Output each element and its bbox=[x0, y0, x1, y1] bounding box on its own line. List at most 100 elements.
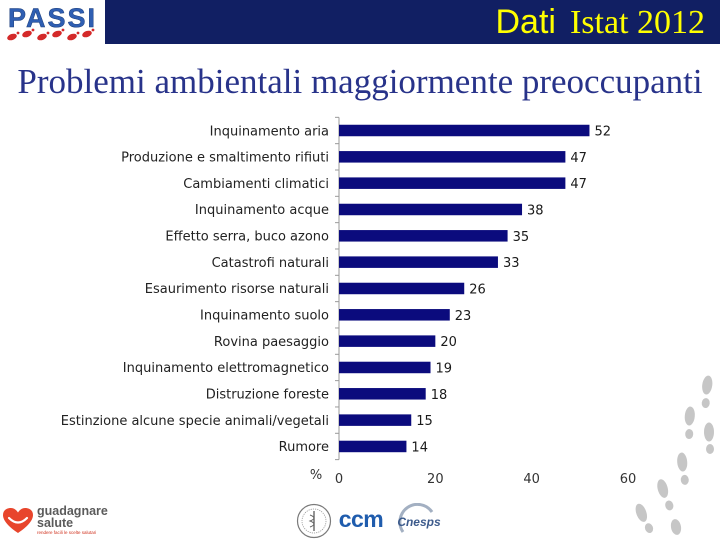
value-label-estinzione-alcune-specie-animali-vegetali: 15 bbox=[416, 414, 433, 429]
passi-toe bbox=[76, 31, 80, 35]
value-label-inquinamento-suolo: 23 bbox=[455, 309, 472, 324]
category-label-estinzione-alcune-specie-animali-vegetali: Estinzione alcune specie animali/vegetal… bbox=[61, 414, 329, 429]
passi-logo: PASSI bbox=[7, 3, 97, 41]
category-label-inquinamento-acque: Inquinamento acque bbox=[195, 203, 329, 218]
bar-catastrofi-naturali bbox=[339, 256, 498, 268]
footprint-sole bbox=[657, 479, 669, 498]
footprint-icon bbox=[684, 406, 695, 440]
guadagnare-salute-line2: salute bbox=[37, 516, 74, 530]
category-label-inquinamento-aria: Inquinamento aria bbox=[210, 124, 329, 139]
x-axis-label: % bbox=[310, 468, 322, 483]
footprint-sole bbox=[704, 422, 714, 442]
guadagnare-salute-logo: guadagnare salute rendere facili le scel… bbox=[0, 503, 125, 539]
bar-inquinamento-acque bbox=[339, 203, 523, 216]
category-label-esaurimento-risorse-naturali: Esaurimento risorse naturali bbox=[145, 282, 329, 297]
category-label-inquinamento-suolo: Inquinamento suolo bbox=[200, 309, 329, 324]
passi-toe bbox=[31, 28, 35, 32]
footprint-icon bbox=[701, 375, 713, 409]
seal-icon bbox=[296, 503, 332, 539]
bar-inquinamento-aria bbox=[339, 124, 590, 137]
footprint-heel bbox=[665, 500, 674, 511]
passi-toe bbox=[46, 31, 50, 35]
x-tick-label-20: 20 bbox=[427, 472, 444, 487]
bar-chart: Inquinamento aria 52 Produzione e smaltime… bbox=[61, 116, 637, 487]
passi-foot bbox=[37, 33, 47, 41]
bar-distruzione-foreste bbox=[339, 388, 426, 400]
footprint-icon bbox=[670, 519, 682, 535]
footprint-heel bbox=[644, 523, 654, 534]
source-label-istat-2012: Istat 2012 bbox=[569, 4, 705, 41]
ccm-logo: ccm bbox=[339, 508, 384, 532]
bar-esaurimento-risorse-naturali bbox=[339, 282, 465, 295]
value-label-inquinamento-aria: 52 bbox=[594, 125, 611, 140]
guadagnare-salute-tagline: rendere facili le scelte salutari bbox=[37, 530, 97, 535]
value-label-rumore: 14 bbox=[411, 440, 428, 455]
footprint-sole bbox=[670, 519, 682, 535]
bar-inquinamento-elettromagnetico bbox=[339, 361, 431, 374]
category-label-inquinamento-elettromagnetico: Inquinamento elettromagnetico bbox=[123, 361, 329, 376]
footprint-icon bbox=[677, 452, 689, 485]
footprint-heel bbox=[680, 474, 689, 485]
footprint-heel bbox=[706, 444, 714, 454]
category-label-distruzione-foreste: Distruzione foreste bbox=[206, 388, 329, 403]
footprint-sole bbox=[702, 375, 713, 395]
x-tick-label-40: 40 bbox=[523, 472, 540, 487]
footprint-sole bbox=[684, 406, 695, 426]
cnesps-logo-text: Cnesps bbox=[397, 515, 441, 529]
category-label-rumore: Rumore bbox=[279, 440, 329, 455]
header-band: Dati Istat 2012 bbox=[105, 0, 720, 44]
footprints-decoration bbox=[635, 375, 714, 535]
bar-rovina-paesaggio bbox=[339, 335, 436, 347]
value-label-esaurimento-risorse-naturali: 26 bbox=[469, 282, 486, 297]
value-label-rovina-paesaggio: 20 bbox=[440, 335, 457, 350]
heart-shape bbox=[3, 508, 33, 533]
passi-feet-icon bbox=[7, 28, 95, 41]
footprint-icon bbox=[704, 422, 714, 454]
seal-outer-ring bbox=[296, 503, 332, 539]
category-label-effetto-serra-buco-azono: Effetto serra, buco azono bbox=[165, 230, 329, 245]
slide-title: Problemi ambientali maggiormente preoccu… bbox=[17, 62, 703, 101]
footprint-heel bbox=[701, 398, 710, 409]
value-label-effetto-serra-buco-azono: 35 bbox=[513, 230, 530, 245]
cnesps-logo: Cnesps bbox=[397, 503, 441, 533]
passi-toe bbox=[61, 28, 65, 32]
value-label-distruzione-foreste: 18 bbox=[431, 388, 448, 403]
footprint-heel bbox=[685, 429, 694, 440]
value-label-catastrofi-naturali: 33 bbox=[503, 256, 520, 271]
heart-smile-icon bbox=[3, 508, 33, 533]
seal-inner-ring bbox=[301, 508, 327, 534]
guadagnare-salute-line1: guadagnare bbox=[37, 504, 108, 518]
value-label-cambiamenti-climatici: 47 bbox=[570, 177, 587, 192]
footprint-sole bbox=[677, 452, 688, 472]
passi-toe bbox=[91, 28, 95, 32]
bar-estinzione-alcune-specie-animali-vegetali bbox=[339, 414, 412, 426]
bar-cambiamenti-climatici bbox=[339, 177, 566, 189]
passi-foot bbox=[82, 30, 92, 38]
value-label-produzione-e-smaltimento-rifiuti: 47 bbox=[570, 151, 587, 166]
category-label-produzione-e-smaltimento-rifiuti: Produzione e smaltimento rifiuti bbox=[121, 151, 329, 166]
category-label-cambiamenti-climatici: Cambiamenti climatici bbox=[183, 177, 329, 192]
smile-stroke bbox=[7, 516, 29, 524]
source-label-dati: Dati bbox=[495, 3, 556, 41]
footprint-icon bbox=[657, 479, 674, 511]
x-tick-label-0: 0 bbox=[335, 472, 343, 487]
footprint-icon bbox=[635, 503, 654, 534]
passi-foot bbox=[7, 33, 17, 41]
bar-effetto-serra-buco-azono bbox=[339, 230, 508, 242]
seal-serpent bbox=[308, 514, 315, 528]
category-label-catastrofi-naturali: Catastrofi naturali bbox=[212, 256, 329, 271]
passi-foot bbox=[22, 30, 32, 38]
footprint-sole bbox=[635, 503, 648, 522]
passi-foot bbox=[52, 30, 62, 38]
bar-inquinamento-suolo bbox=[339, 309, 450, 321]
x-tick-label-60: 60 bbox=[620, 472, 637, 487]
value-label-inquinamento-acque: 38 bbox=[527, 203, 544, 218]
passi-logo-text: PASSI bbox=[8, 3, 97, 33]
bar-produzione-e-smaltimento-rifiuti bbox=[339, 151, 566, 163]
category-label-rovina-paesaggio: Rovina paesaggio bbox=[214, 335, 329, 350]
bar-rumore bbox=[339, 440, 407, 453]
passi-toe bbox=[16, 31, 20, 35]
cnesps-ring bbox=[398, 503, 434, 533]
passi-foot bbox=[67, 33, 77, 41]
value-label-inquinamento-elettromagnetico: 19 bbox=[436, 361, 453, 376]
